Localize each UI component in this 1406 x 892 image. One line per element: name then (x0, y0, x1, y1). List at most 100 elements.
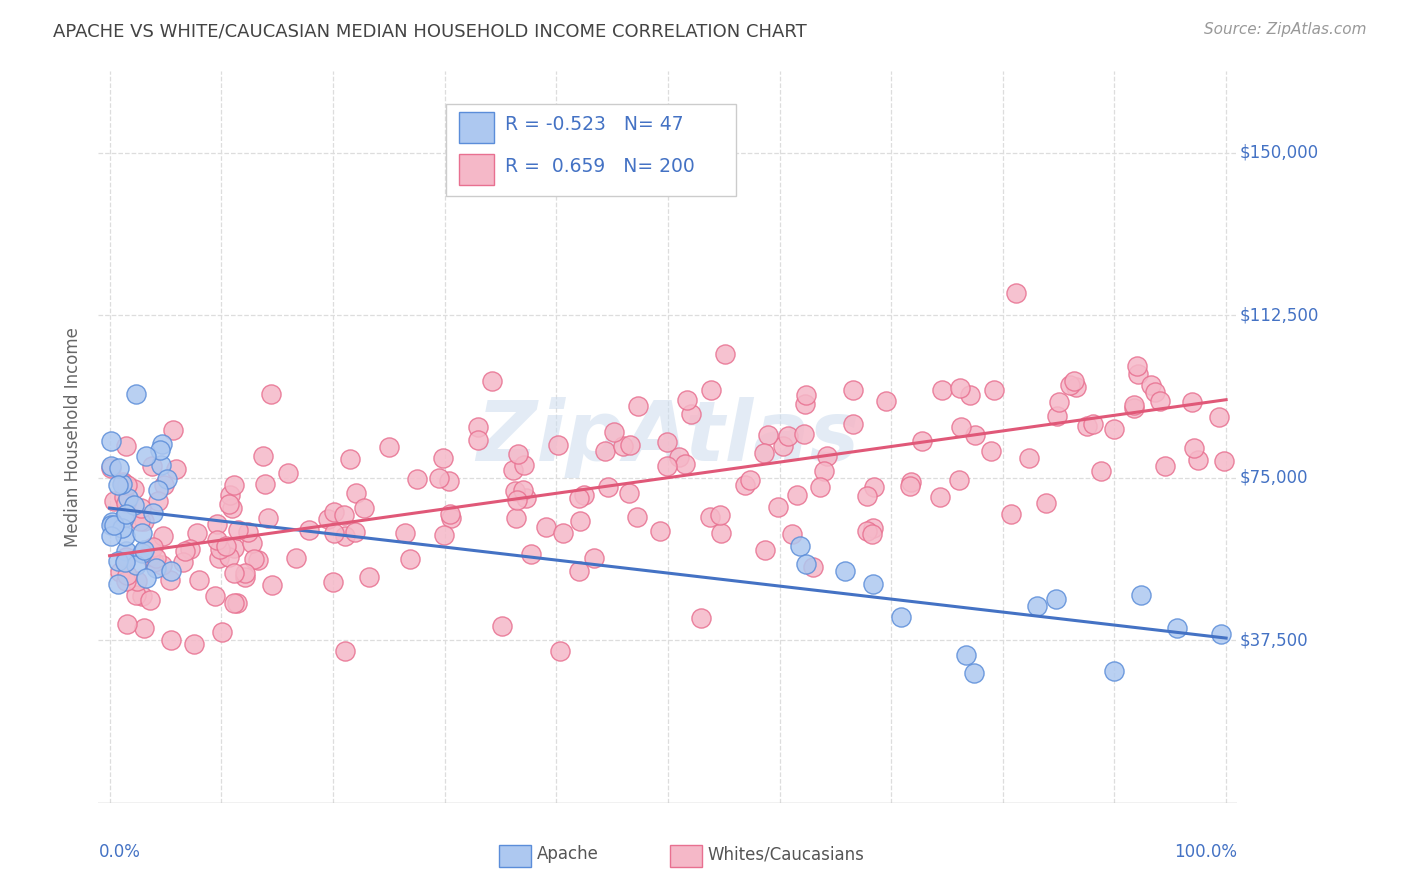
Point (112, 511, 135, 525)
Point (427, 470, 450, 484)
Point (277, 466, 299, 480)
Point (950, 419, 973, 434)
Point (228, 523, 250, 537)
Point (135, 450, 157, 464)
Point (619, 438, 641, 452)
Point (502, 463, 524, 477)
Point (322, 575, 344, 590)
Point (1143, 385, 1166, 400)
Point (222, 596, 245, 610)
Point (862, 576, 884, 591)
Point (567, 564, 589, 578)
Point (222, 566, 245, 581)
Point (111, 475, 134, 490)
Point (406, 472, 429, 486)
Point (139, 549, 162, 563)
Point (789, 539, 811, 553)
Point (768, 500, 790, 515)
Point (205, 516, 228, 531)
Point (875, 393, 897, 408)
Point (793, 426, 815, 441)
Point (100, 518, 122, 533)
Point (219, 488, 242, 502)
Y-axis label: Median Household Income: Median Household Income (65, 327, 83, 547)
Point (948, 381, 970, 395)
Point (236, 525, 259, 540)
Point (754, 542, 776, 557)
Point (553, 525, 575, 540)
Point (963, 665, 986, 680)
Point (842, 383, 865, 397)
Point (440, 511, 463, 525)
Point (114, 555, 136, 569)
Point (333, 644, 356, 658)
Point (183, 637, 205, 651)
Point (1090, 464, 1112, 478)
Point (593, 443, 616, 458)
Point (754, 445, 776, 459)
Point (172, 555, 194, 569)
Point (100, 434, 122, 449)
Text: $37,500: $37,500 (1240, 632, 1308, 649)
Point (955, 648, 977, 663)
Point (1035, 496, 1057, 510)
Point (107, 478, 129, 492)
Point (617, 485, 640, 500)
Point (860, 527, 883, 541)
Point (815, 449, 838, 463)
Point (100, 528, 122, 542)
Point (890, 610, 912, 624)
Point (215, 539, 238, 553)
Point (322, 505, 344, 519)
Point (165, 462, 187, 476)
Text: $150,000: $150,000 (1240, 144, 1319, 161)
Point (432, 451, 454, 466)
Text: Apache: Apache (537, 845, 599, 863)
Point (112, 490, 135, 504)
Point (808, 480, 831, 494)
Point (128, 514, 150, 528)
Point (115, 439, 138, 453)
Point (187, 574, 209, 588)
Point (226, 596, 249, 610)
Point (115, 543, 138, 558)
Point (100, 458, 122, 473)
Point (1000, 507, 1022, 521)
FancyBboxPatch shape (460, 153, 494, 185)
Point (813, 464, 835, 478)
Point (160, 633, 183, 648)
Point (506, 447, 529, 461)
Point (262, 578, 284, 592)
Point (794, 557, 817, 571)
Point (115, 616, 138, 631)
Point (131, 590, 153, 604)
Point (548, 644, 571, 658)
Point (156, 472, 179, 486)
Point (512, 483, 534, 497)
Point (506, 493, 529, 508)
FancyBboxPatch shape (446, 104, 737, 195)
Point (260, 387, 283, 401)
Point (855, 489, 877, 503)
Text: 100.0%: 100.0% (1174, 843, 1237, 861)
Point (1139, 378, 1161, 392)
Point (122, 498, 145, 512)
Point (1149, 393, 1171, 408)
Point (339, 452, 361, 467)
Point (1102, 664, 1125, 678)
Point (1125, 359, 1147, 373)
Point (1063, 374, 1085, 388)
Point (520, 547, 543, 561)
Point (740, 473, 762, 487)
Point (114, 574, 136, 588)
Point (205, 533, 228, 547)
Point (862, 521, 884, 535)
Text: Source: ZipAtlas.com: Source: ZipAtlas.com (1204, 22, 1367, 37)
Point (710, 526, 733, 541)
Point (218, 497, 240, 511)
Point (131, 526, 153, 541)
Point (503, 484, 526, 499)
Point (132, 515, 155, 529)
Point (110, 477, 132, 491)
Point (125, 588, 148, 602)
